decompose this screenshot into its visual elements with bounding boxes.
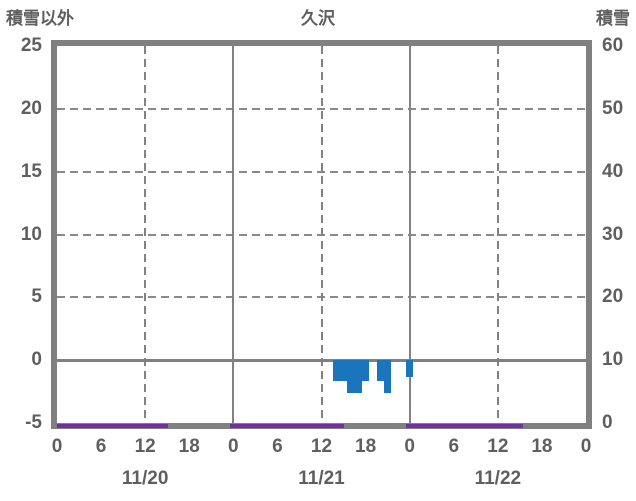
data-bar xyxy=(405,360,414,377)
y-axis-tick-label-left: 5 xyxy=(31,286,42,308)
y-axis-tick-label-left: 10 xyxy=(20,223,42,245)
x-axis-hour-label: 6 xyxy=(448,436,460,457)
y-axis-tick-label-right: 0 xyxy=(602,412,613,433)
data-bar xyxy=(361,360,370,381)
x-axis-hour-label: 0 xyxy=(580,436,592,457)
data-bar xyxy=(383,360,392,394)
plot-area xyxy=(57,46,586,423)
zero-axis-line xyxy=(57,358,586,362)
y-axis-tick-label-right: 10 xyxy=(602,349,624,371)
snow-depth-line-segment xyxy=(405,424,523,428)
left-axis-title: 積雪以外 xyxy=(6,9,74,28)
x-axis-hour-label: 0 xyxy=(228,436,239,457)
y-axis-tick-label-left: 20 xyxy=(20,97,42,119)
gridline-vertical-dashed xyxy=(320,46,323,423)
gridline-vertical-solid xyxy=(232,46,235,423)
snow-depth-line-segment xyxy=(229,424,345,428)
y-axis-tick-label-right: 50 xyxy=(602,97,624,119)
data-bar xyxy=(376,360,384,381)
x-axis-hour-label: 0 xyxy=(51,436,63,457)
y-axis-tick-label-right: 20 xyxy=(602,286,624,308)
x-axis-hour-label: 18 xyxy=(355,436,377,457)
snow-depth-line-segment xyxy=(57,424,168,428)
chart-title-station-name: 久沢 xyxy=(301,9,335,28)
x-axis-hour-label: 12 xyxy=(487,436,509,457)
y-axis-tick-label-left: 15 xyxy=(20,160,42,182)
gridline-vertical-solid xyxy=(408,46,411,423)
y-axis-tick-label-right: 40 xyxy=(602,160,624,182)
x-axis-date-label: 11/22 xyxy=(474,468,522,489)
x-axis-hour-label: 18 xyxy=(531,436,553,457)
chart-header: 積雪以外 久沢 積雪 xyxy=(0,4,636,28)
data-bar xyxy=(354,360,362,394)
data-bar xyxy=(332,360,340,381)
right-axis-title: 積雪 xyxy=(596,9,630,28)
x-axis-hour-label: 12 xyxy=(134,436,156,457)
y-axis-tick-label-right: 30 xyxy=(602,223,624,245)
gridline-vertical-dashed xyxy=(144,46,147,423)
y-axis-tick-label-left: -5 xyxy=(25,412,42,433)
y-axis-tick-label-right: 60 xyxy=(602,35,624,56)
y-axis-tick-label-left: 25 xyxy=(20,35,42,56)
x-axis-hour-label: 18 xyxy=(178,436,200,457)
x-axis-hour-label: 0 xyxy=(404,436,415,457)
x-axis-hour-label: 6 xyxy=(95,436,107,457)
gridline-vertical-dashed xyxy=(496,46,499,423)
x-axis-date-label: 11/20 xyxy=(121,468,169,489)
data-bar xyxy=(347,360,355,394)
data-bar xyxy=(339,360,348,381)
x-axis-hour-label: 6 xyxy=(272,436,283,457)
x-axis-hour-label: 12 xyxy=(310,436,333,457)
y-axis-tick-label-left: 0 xyxy=(31,349,42,371)
x-axis-date-label: 11/21 xyxy=(298,468,345,489)
